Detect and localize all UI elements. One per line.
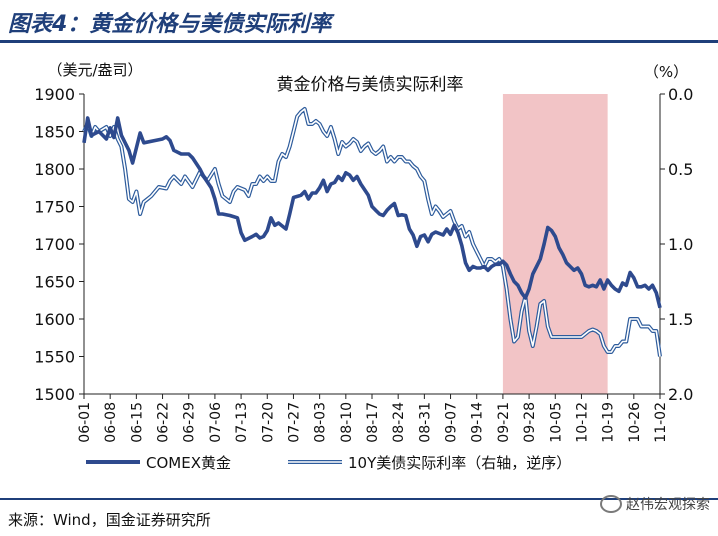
left-tick-label: 1600 <box>34 310 75 329</box>
series-line-0 <box>82 116 662 309</box>
right-tick-label: 1.5 <box>668 310 693 329</box>
x-tick-label: 06-08 <box>103 402 119 443</box>
left-tick-label: 1900 <box>34 85 75 104</box>
series-line-1 <box>83 108 661 357</box>
chart-title: 黄金价格与美债实际利率 <box>277 75 464 95</box>
x-tick-label: 08-24 <box>391 402 407 443</box>
chart: 黄金价格与美债实际利率 （美元/盎司） （%） 1500 1550 1600 1650… <box>34 61 693 472</box>
x-tick-label: 08-03 <box>313 402 329 443</box>
left-tick-label: 1500 <box>34 385 75 404</box>
left-tick-label: 1750 <box>34 198 75 217</box>
x-tick-label: 10-26 <box>627 402 643 443</box>
left-tick-label: 1650 <box>34 273 75 292</box>
x-tick-label: 07-06 <box>208 402 224 443</box>
bottom-rule <box>0 498 718 500</box>
wechat-icon <box>600 495 622 513</box>
x-tick-label: 07-13 <box>234 402 250 443</box>
right-tick-label: 0.5 <box>668 160 693 179</box>
top-rule <box>0 40 718 43</box>
x-tick-label: 09-21 <box>496 402 512 443</box>
right-axis-unit: （%） <box>644 63 688 81</box>
right-tick-label: 2.0 <box>668 385 693 404</box>
x-tick-label: 10-19 <box>601 402 617 443</box>
x-tick-label: 08-17 <box>365 402 381 443</box>
x-tick-label: 06-22 <box>156 402 172 443</box>
x-tick-label: 10-05 <box>548 402 564 443</box>
x-tick-label: 07-27 <box>286 402 302 443</box>
legend-label-gold: COMEX黄金 <box>146 454 231 472</box>
figure-title: 图表4：黄金价格与美债实际利率 <box>8 12 332 37</box>
shaded-region <box>502 94 608 394</box>
x-tick-label: 06-15 <box>129 402 145 443</box>
x-tick-label: 09-28 <box>522 402 538 443</box>
x-tick-label: 10-12 <box>574 402 590 443</box>
left-tick-label: 1850 <box>34 123 75 142</box>
left-tick-label: 1700 <box>34 235 75 254</box>
x-tick-label: 09-07 <box>444 402 460 443</box>
left-tick-label: 1550 <box>34 348 75 367</box>
x-tick-label: 11-02 <box>653 402 669 443</box>
left-tick-label: 1800 <box>34 160 75 179</box>
right-tick-label: 1.0 <box>668 235 693 254</box>
watermark: 赵伟宏观探索 <box>600 494 710 514</box>
x-tick-label: 08-10 <box>339 402 355 443</box>
left-axis-unit: （美元/盎司） <box>47 61 142 79</box>
source-note: 来源：Wind，国金证券研究所 <box>8 511 211 529</box>
x-tick-label: 06-29 <box>182 402 198 443</box>
right-tick-label: 0.0 <box>668 85 693 104</box>
watermark-text: 赵伟宏观探索 <box>626 497 710 513</box>
x-tick-label: 07-20 <box>260 402 276 443</box>
legend-label-rate: 10Y美债实际利率（右轴，逆序） <box>348 454 571 472</box>
x-tick-label: 08-31 <box>417 402 433 443</box>
x-tick-label: 09-14 <box>470 402 486 443</box>
x-tick-label: 06-01 <box>77 402 93 443</box>
